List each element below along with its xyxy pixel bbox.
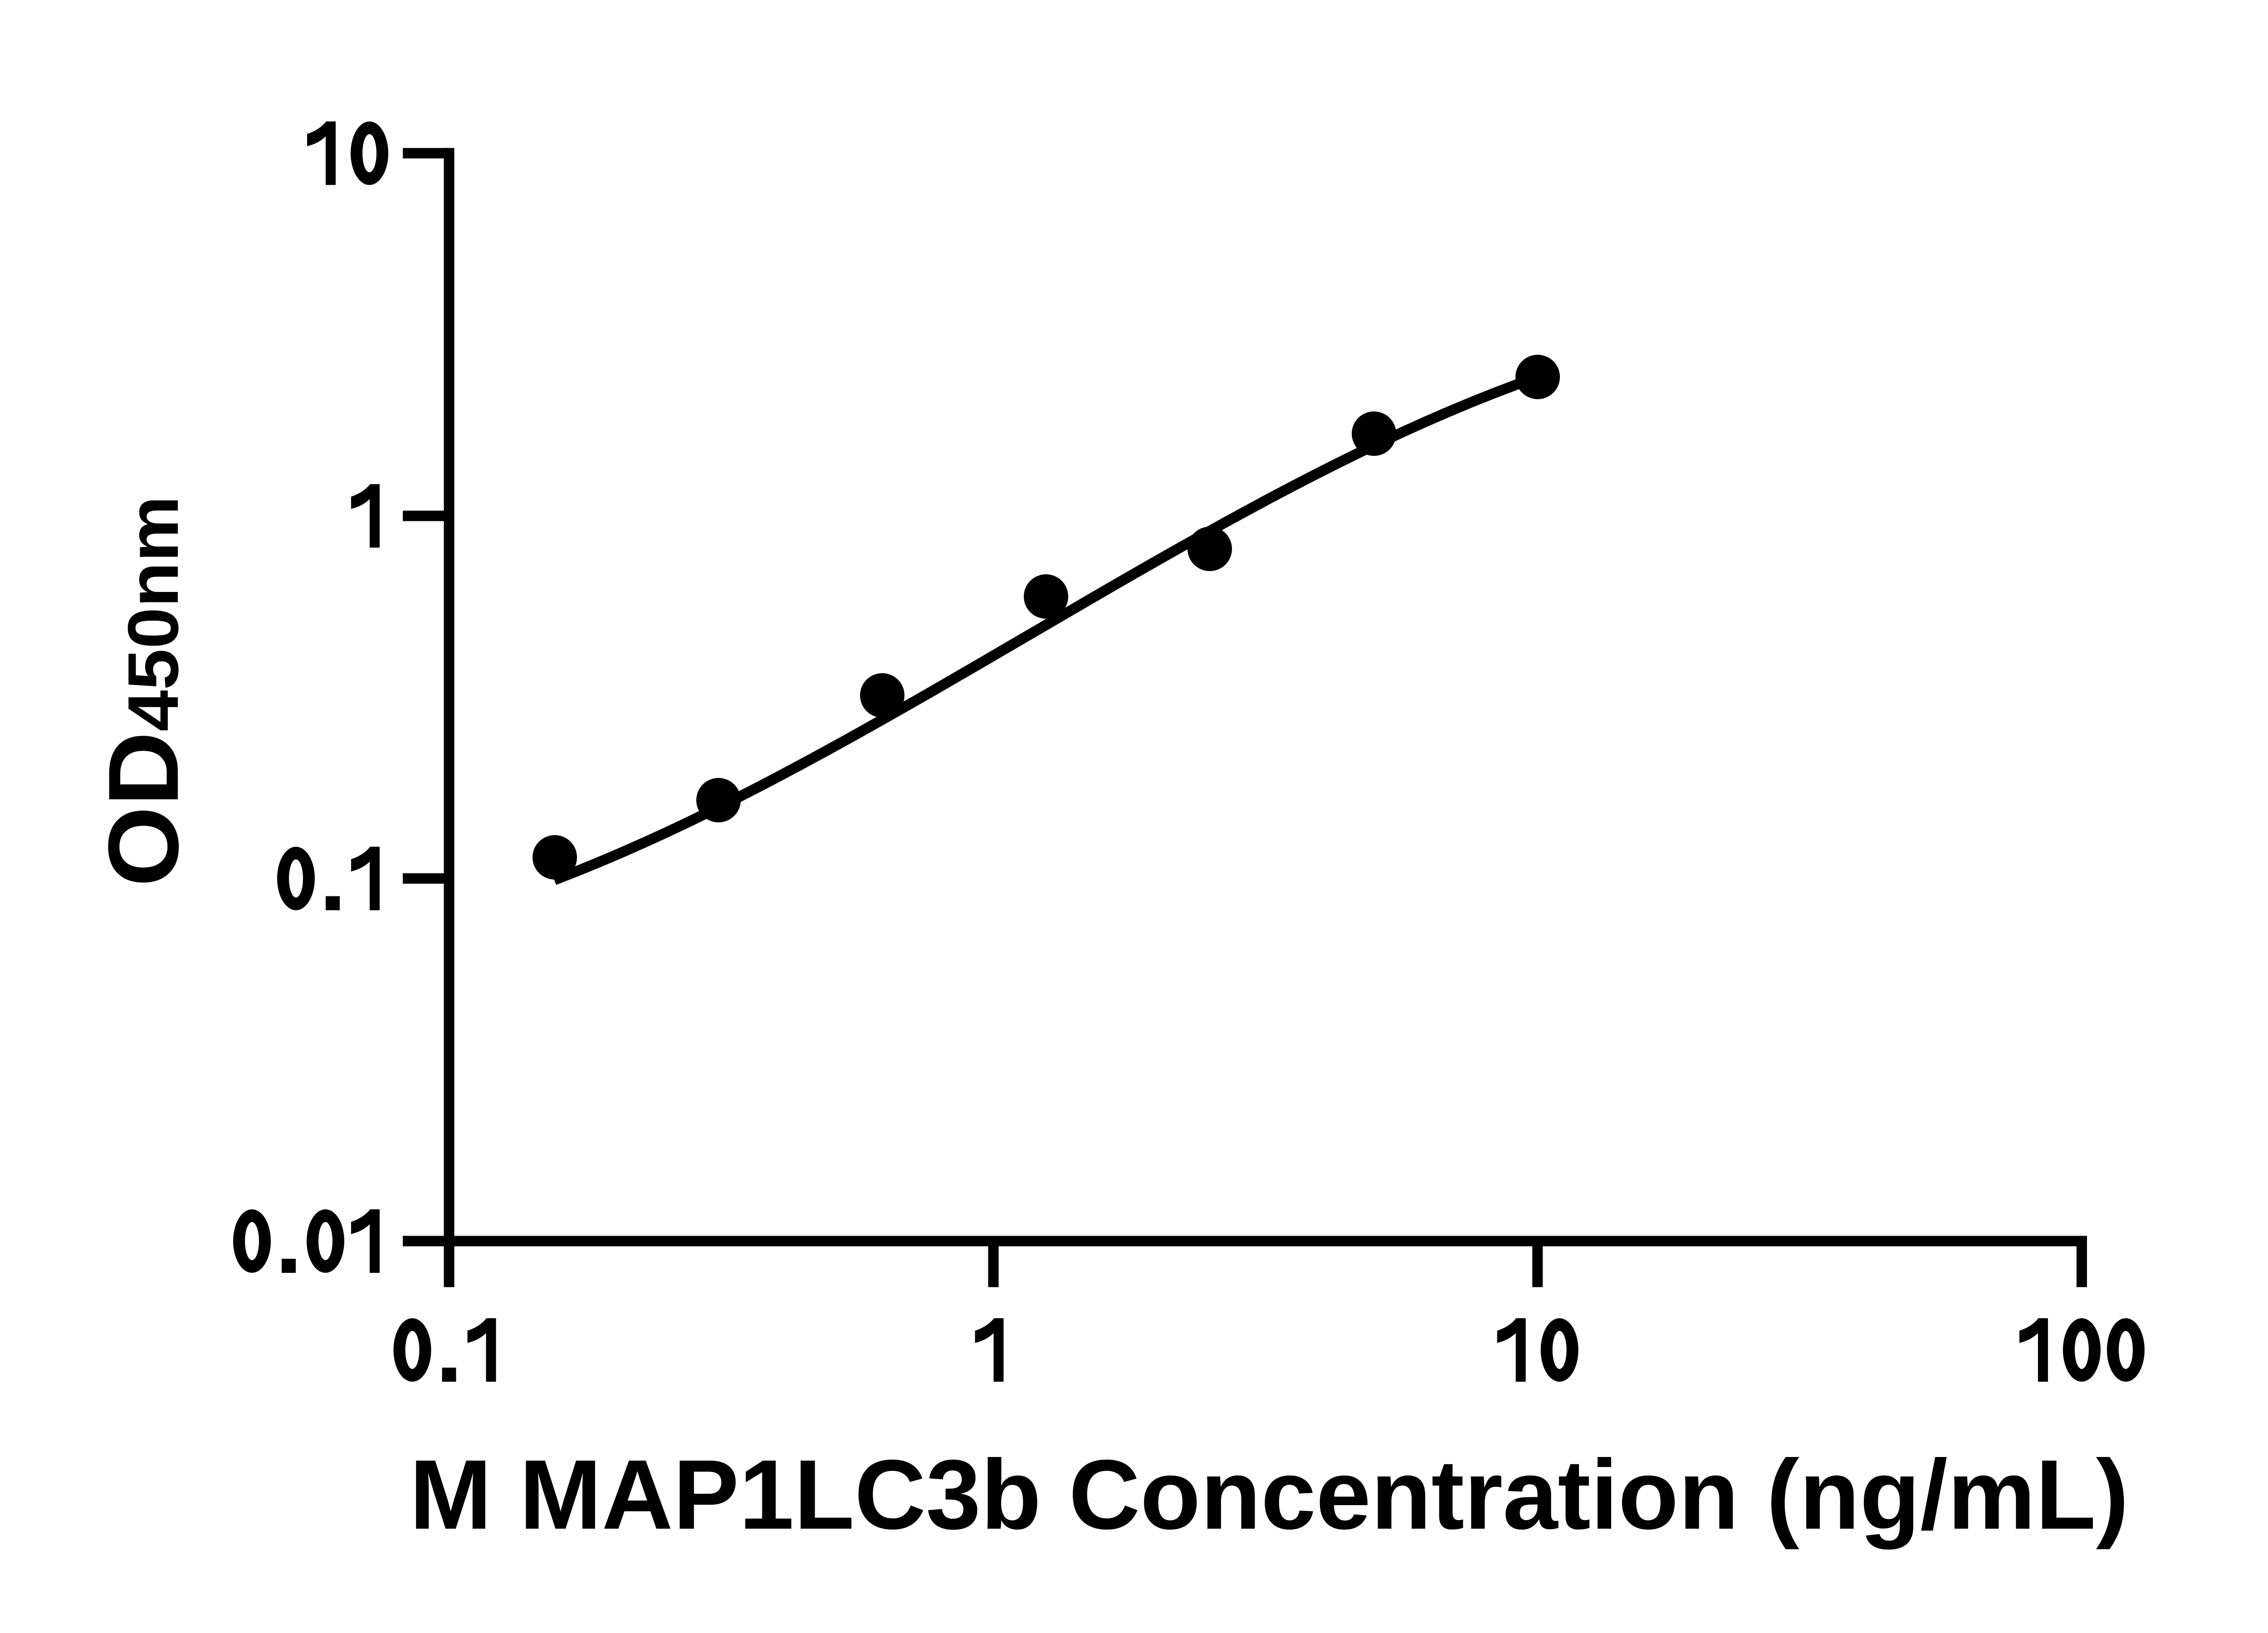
svg-text:M MAP1LC3b Concentration (ng/m: M MAP1LC3b Concentration (ng/mL) — [410, 1440, 2129, 1550]
svg-text:OD450nm: OD450nm — [88, 496, 199, 887]
